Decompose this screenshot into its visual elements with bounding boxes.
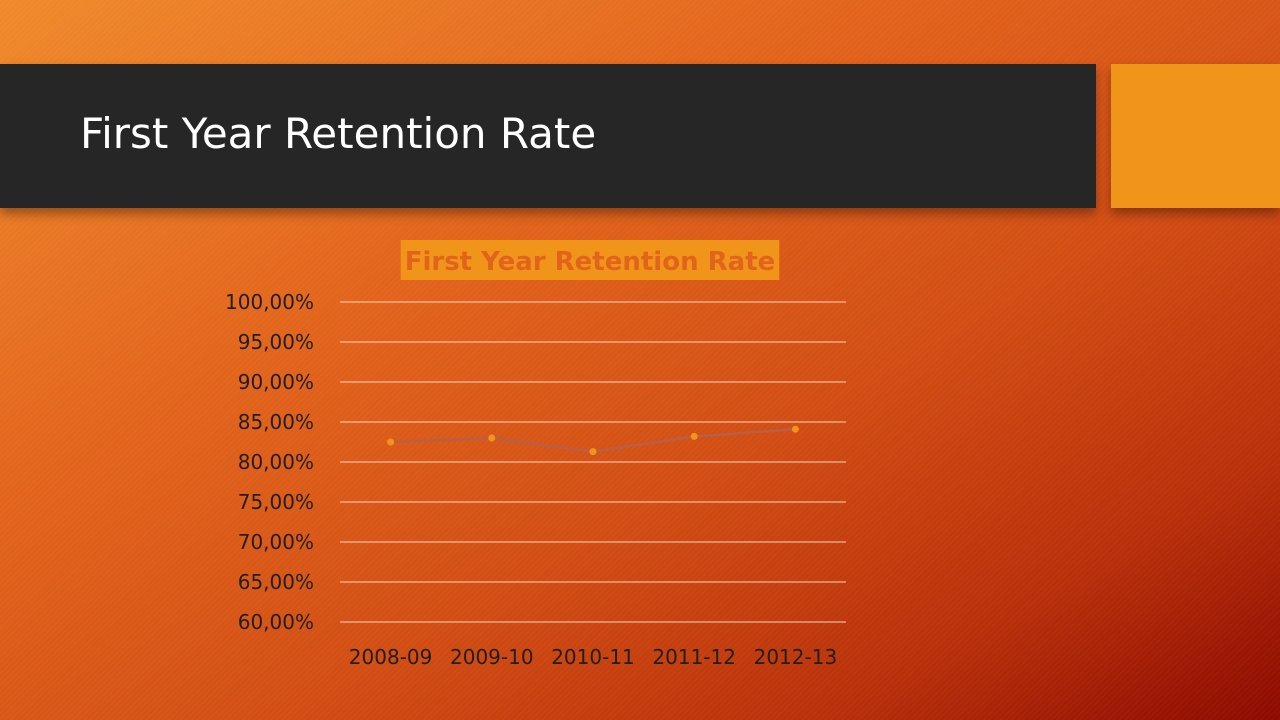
x-tick-label: 2012-13 [754,645,838,669]
chart-title-background [400,240,780,280]
title-bar [0,64,1096,208]
x-tick-label: 2011-12 [652,645,736,669]
y-tick-label: 70,00% [238,530,314,554]
data-point [387,438,395,446]
accent-block [1111,64,1280,208]
y-tick-label: 95,00% [238,330,314,354]
x-tick-label: 2010-11 [551,645,635,669]
x-tick-label: 2009-10 [450,645,534,669]
y-tick-label: 100,00% [225,290,314,314]
y-tick-label: 75,00% [238,490,314,514]
data-point [589,448,597,456]
data-point [791,425,799,433]
data-point [488,434,496,442]
chart-title: First Year Retention Rate [405,247,776,277]
y-tick-label: 60,00% [238,610,314,634]
data-point [690,432,698,440]
y-tick-label: 65,00% [238,570,314,594]
x-tick-label: 2008-09 [349,645,433,669]
y-tick-label: 80,00% [238,450,314,474]
y-tick-label: 85,00% [238,410,314,434]
y-tick-label: 90,00% [238,370,314,394]
slide-title: First Year Retention Rate [80,109,597,158]
